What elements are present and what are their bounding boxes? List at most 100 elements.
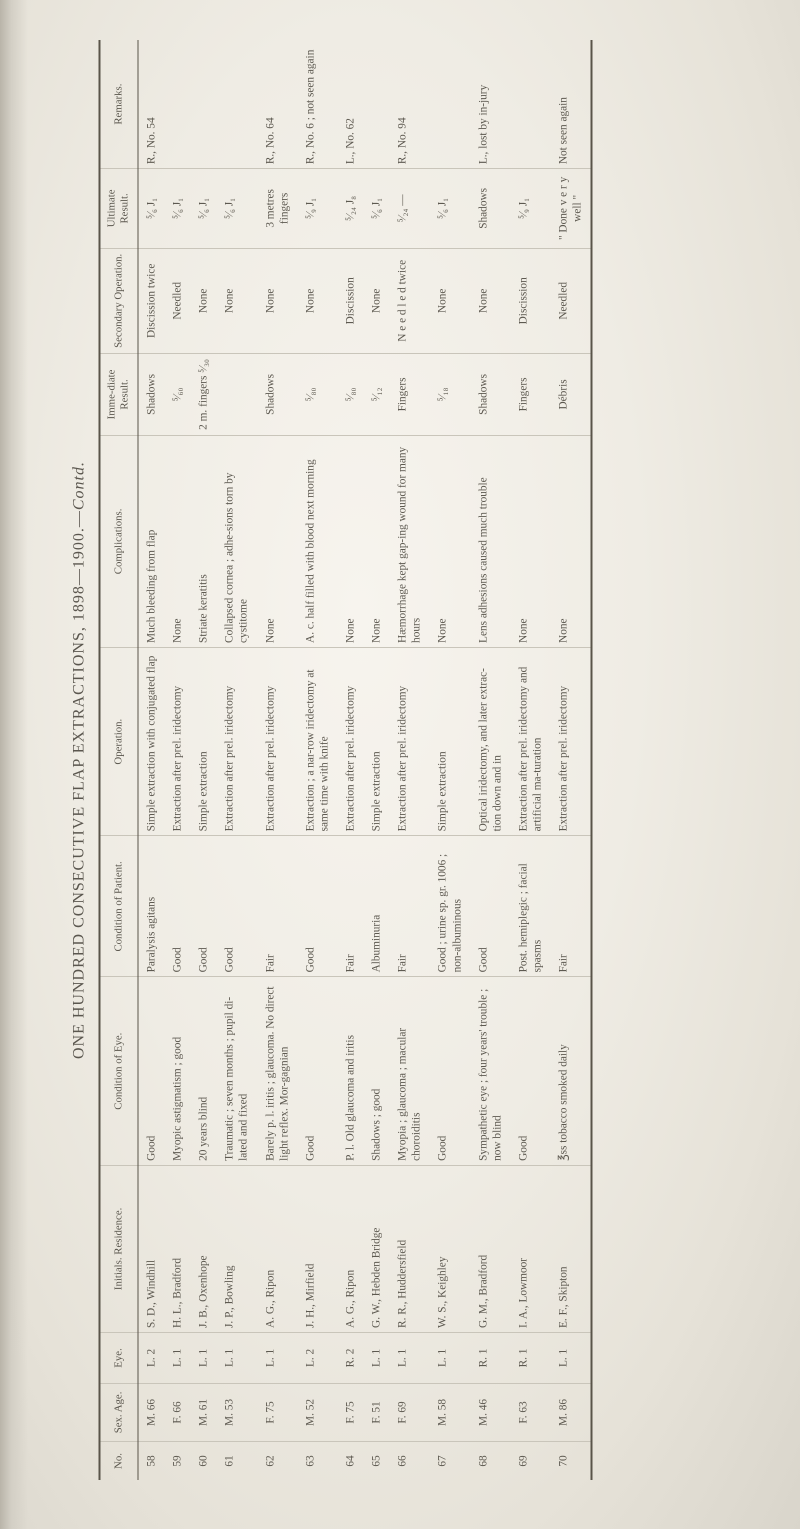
cell-operation: Simple extraction bbox=[363, 647, 389, 835]
cell-no: 62 bbox=[257, 1441, 297, 1480]
cell-no: 61 bbox=[216, 1441, 256, 1480]
table-row: 59F. 66L. 1H. L., BradfordMyopic astigma… bbox=[164, 40, 190, 1480]
col-no: No. bbox=[99, 1441, 137, 1480]
title-contd: Contd. bbox=[70, 461, 87, 510]
cell-remarks bbox=[510, 40, 550, 169]
cell-immediate-result: 2 m. fingers ⁵⁄₃₀ bbox=[190, 354, 216, 436]
col-condition-pat: Condition of Patient. bbox=[99, 836, 137, 977]
cell-eye: L. 2 bbox=[297, 1332, 337, 1383]
cell-remarks: R., No. 64 bbox=[257, 40, 297, 169]
cell-no: 58 bbox=[137, 1441, 164, 1480]
cell-sex-age: F. 66 bbox=[164, 1383, 190, 1441]
col-initials: Initials. Residence. bbox=[99, 1165, 137, 1332]
cell-remarks: Not seen again bbox=[550, 40, 591, 169]
table-row: 62F. 75L. 1A. G., RiponBarely p. l. irit… bbox=[257, 40, 297, 1480]
cell-eye: L. 1 bbox=[363, 1332, 389, 1383]
cell-initials: J. B., Oxenhope bbox=[190, 1165, 216, 1332]
cell-operation: Simple extraction bbox=[429, 647, 469, 835]
cell-no: 69 bbox=[510, 1441, 550, 1480]
cell-ultimate-result: ⁵⁄₆ J₁ bbox=[363, 169, 389, 248]
cell-ultimate-result: ⁵⁄₆ J₁ bbox=[137, 169, 164, 248]
cell-ultimate-result: 3 metres fingers bbox=[257, 169, 297, 248]
cell-complications: Hæmorrhage kept gap-ing wound for many h… bbox=[389, 435, 429, 647]
cell-ultimate-result: ⁵⁄₆ J₁ bbox=[190, 169, 216, 248]
table-row: 65F. 51L. 1G. W., Hebden BridgeShadows ;… bbox=[363, 40, 389, 1480]
rotated-content: ONE HUNDRED CONSECUTIVE FLAP EXTRACTIONS… bbox=[70, 40, 735, 1480]
cell-condition-patient: Good ; urine sp. gr. 1006 ; non-albumino… bbox=[429, 836, 469, 977]
cell-condition-patient: Fair bbox=[257, 836, 297, 977]
col-eye: Eye. bbox=[99, 1332, 137, 1383]
cell-sex-age: F. 51 bbox=[363, 1383, 389, 1441]
table-row: 64F. 75R. 2A. G., RiponP. l. Old glaucom… bbox=[337, 40, 363, 1480]
cell-sex-age: M. 58 bbox=[429, 1383, 469, 1441]
cell-complications: None bbox=[164, 435, 190, 647]
cell-condition-patient: Fair bbox=[550, 836, 591, 977]
cell-secondary-op: N e e d l e d twice bbox=[389, 248, 429, 353]
cell-operation: Extraction after prel. iridectomy bbox=[389, 647, 429, 835]
cell-condition-eye: ℥ss tobacco smoked daily bbox=[550, 977, 591, 1165]
cell-immediate-result: Shadows bbox=[137, 354, 164, 436]
cell-secondary-op: None bbox=[257, 248, 297, 353]
cell-remarks: R., No. 94 bbox=[389, 40, 429, 169]
cell-ultimate-result: ⁵⁄₆ J₁ bbox=[429, 169, 469, 248]
table-row: 60M. 61L. 1J. B., Oxenhope20 years blind… bbox=[190, 40, 216, 1480]
cell-complications: Much bleeding from flap bbox=[137, 435, 164, 647]
cell-condition-patient: Fair bbox=[337, 836, 363, 977]
cell-operation: Optical iridectomy, and later extrac-tio… bbox=[470, 647, 510, 835]
col-ultimate: Ultimate Result. bbox=[99, 169, 137, 248]
cell-no: 64 bbox=[337, 1441, 363, 1480]
cell-eye: R. 1 bbox=[510, 1332, 550, 1383]
cell-ultimate-result: ⁵⁄₂₄ — bbox=[389, 169, 429, 248]
col-remarks: Remarks. bbox=[99, 40, 137, 169]
cell-no: 59 bbox=[164, 1441, 190, 1480]
cell-sex-age: F. 75 bbox=[337, 1383, 363, 1441]
cell-condition-eye: 20 years blind bbox=[190, 977, 216, 1165]
col-secondary: Secondary Operation. bbox=[99, 248, 137, 353]
cell-initials: H. L., Bradford bbox=[164, 1165, 190, 1332]
cell-ultimate-result: " Done v e r y well " bbox=[550, 169, 591, 248]
cell-operation: Extraction after prel. iridectomy bbox=[216, 647, 256, 835]
cell-immediate-result: ⁵⁄₁₈ bbox=[429, 354, 469, 436]
cell-complications: None bbox=[257, 435, 297, 647]
cell-ultimate-result: ⁵⁄₉ J₁ bbox=[510, 169, 550, 248]
cell-eye: L. 1 bbox=[216, 1332, 256, 1383]
col-complications: Complications. bbox=[99, 435, 137, 647]
cell-condition-patient: Good bbox=[297, 836, 337, 977]
cell-remarks bbox=[164, 40, 190, 169]
table-row: 66F. 69L. 1R. R., HuddersfieldMyopia ; g… bbox=[389, 40, 429, 1480]
cell-immediate-result: ⁵⁄₁₂ bbox=[363, 354, 389, 436]
cell-initials: A. G., Ripon bbox=[337, 1165, 363, 1332]
cell-sex-age: M. 52 bbox=[297, 1383, 337, 1441]
cell-sex-age: F. 63 bbox=[510, 1383, 550, 1441]
cell-immediate-result: Shadows bbox=[470, 354, 510, 436]
table-row: 61M. 53L. 1J. P., BowlingTraumatic ; sev… bbox=[216, 40, 256, 1480]
cell-remarks: R., No. 6 ; not seen again bbox=[297, 40, 337, 169]
cell-secondary-op: None bbox=[363, 248, 389, 353]
col-immediate: Imme-diate Result. bbox=[99, 354, 137, 436]
cell-condition-eye: Barely p. l. iritis ; glaucoma. No direc… bbox=[257, 977, 297, 1165]
cell-condition-patient: Good bbox=[470, 836, 510, 977]
paper-frame: ONE HUNDRED CONSECUTIVE FLAP EXTRACTIONS… bbox=[70, 40, 735, 1480]
cell-operation: Simple extraction bbox=[190, 647, 216, 835]
cell-operation: Extraction after prel. iridectomy bbox=[337, 647, 363, 835]
cell-immediate-result bbox=[216, 354, 256, 436]
table-body: 58M. 66L. 2S. D., WindhillGoodParalysis … bbox=[137, 40, 591, 1480]
cell-sex-age: M. 86 bbox=[550, 1383, 591, 1441]
cell-eye: L. 1 bbox=[190, 1332, 216, 1383]
cell-sex-age: F. 69 bbox=[389, 1383, 429, 1441]
cell-complications: None bbox=[550, 435, 591, 647]
cell-ultimate-result: ⁵⁄₆ J₁ bbox=[164, 169, 190, 248]
cell-condition-patient: Albuminuria bbox=[363, 836, 389, 977]
cell-remarks bbox=[216, 40, 256, 169]
cell-secondary-op: None bbox=[216, 248, 256, 353]
cell-complications: None bbox=[337, 435, 363, 647]
cell-initials: G. M., Bradford bbox=[470, 1165, 510, 1332]
col-sex-age: Sex. Age. bbox=[99, 1383, 137, 1441]
table-row: 58M. 66L. 2S. D., WindhillGoodParalysis … bbox=[137, 40, 164, 1480]
cell-condition-eye: Traumatic ; seven months ; pupil di-late… bbox=[216, 977, 256, 1165]
cell-ultimate-result: ⁵⁄₆ J₁ bbox=[216, 169, 256, 248]
cell-secondary-op: Discission bbox=[337, 248, 363, 353]
cell-complications: None bbox=[510, 435, 550, 647]
cell-immediate-result: ⁵⁄₆₀ bbox=[164, 354, 190, 436]
cell-condition-eye: Myopia ; glaucoma ; macular choroiditis bbox=[389, 977, 429, 1165]
